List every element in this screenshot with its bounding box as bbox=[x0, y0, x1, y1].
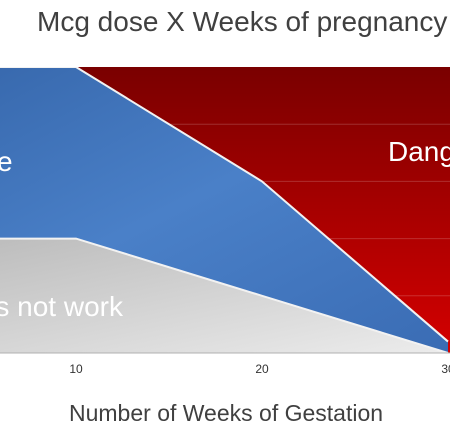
x-tick-label: 30 bbox=[441, 362, 450, 376]
x-axis-label: Number of Weeks of Gestation bbox=[69, 400, 384, 426]
dangerous-label: Dangerous bbox=[388, 136, 450, 167]
chart-title: Mcg dose X Weeks of pregnancy bbox=[37, 6, 448, 37]
does-not-work-label: Does not work bbox=[0, 291, 124, 322]
does-not-work-boundary-line bbox=[0, 237, 449, 353]
x-tick-label: 20 bbox=[255, 362, 269, 376]
does-not-work-region bbox=[0, 238, 448, 353]
x-tick-label: 10 bbox=[69, 362, 83, 376]
safe-upper-boundary-line bbox=[0, 67, 449, 343]
safe-label: Safe bbox=[0, 146, 13, 177]
x-axis-ticks: 10 20 30 bbox=[69, 362, 450, 376]
